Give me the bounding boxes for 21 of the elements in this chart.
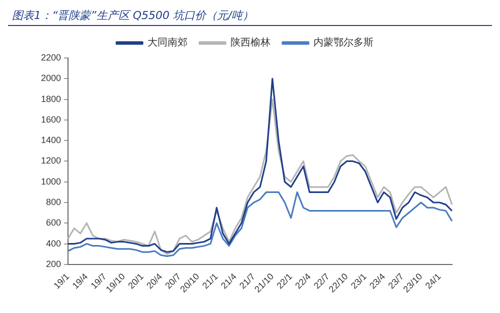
- y-tick-label: 2200: [40, 52, 62, 62]
- legend-label: 陕西榆林: [230, 36, 270, 49]
- x-tick-label: 20/1: [126, 271, 146, 291]
- y-tick-label: 1000: [40, 176, 62, 186]
- y-tick-label: 1800: [40, 94, 62, 104]
- y-tick-label: 200: [46, 258, 62, 269]
- chart-title: 图表1：“晋陕蒙”生产区 Q5500 坑口价（元/吨）: [8, 8, 492, 26]
- x-tick-label: 24/1: [423, 271, 443, 291]
- y-tick-label: 400: [46, 238, 62, 248]
- y-tick-label: 800: [46, 196, 62, 207]
- y-tick-label: 1200: [40, 156, 62, 166]
- x-tick-label: 21/1: [200, 271, 220, 291]
- y-tick-label: 1400: [40, 135, 62, 146]
- legend-label: 内蒙鄂尔多斯: [314, 36, 374, 49]
- y-tick-label: 2000: [40, 73, 62, 84]
- legend-label: 大同南郊: [148, 36, 188, 49]
- x-tick-label: 19/1: [52, 271, 72, 291]
- y-tick-label: 1600: [40, 114, 62, 124]
- x-tick-label: 23/1: [349, 271, 368, 291]
- y-tick-label: 600: [46, 218, 62, 228]
- x-tick-label: 22/1: [274, 271, 294, 291]
